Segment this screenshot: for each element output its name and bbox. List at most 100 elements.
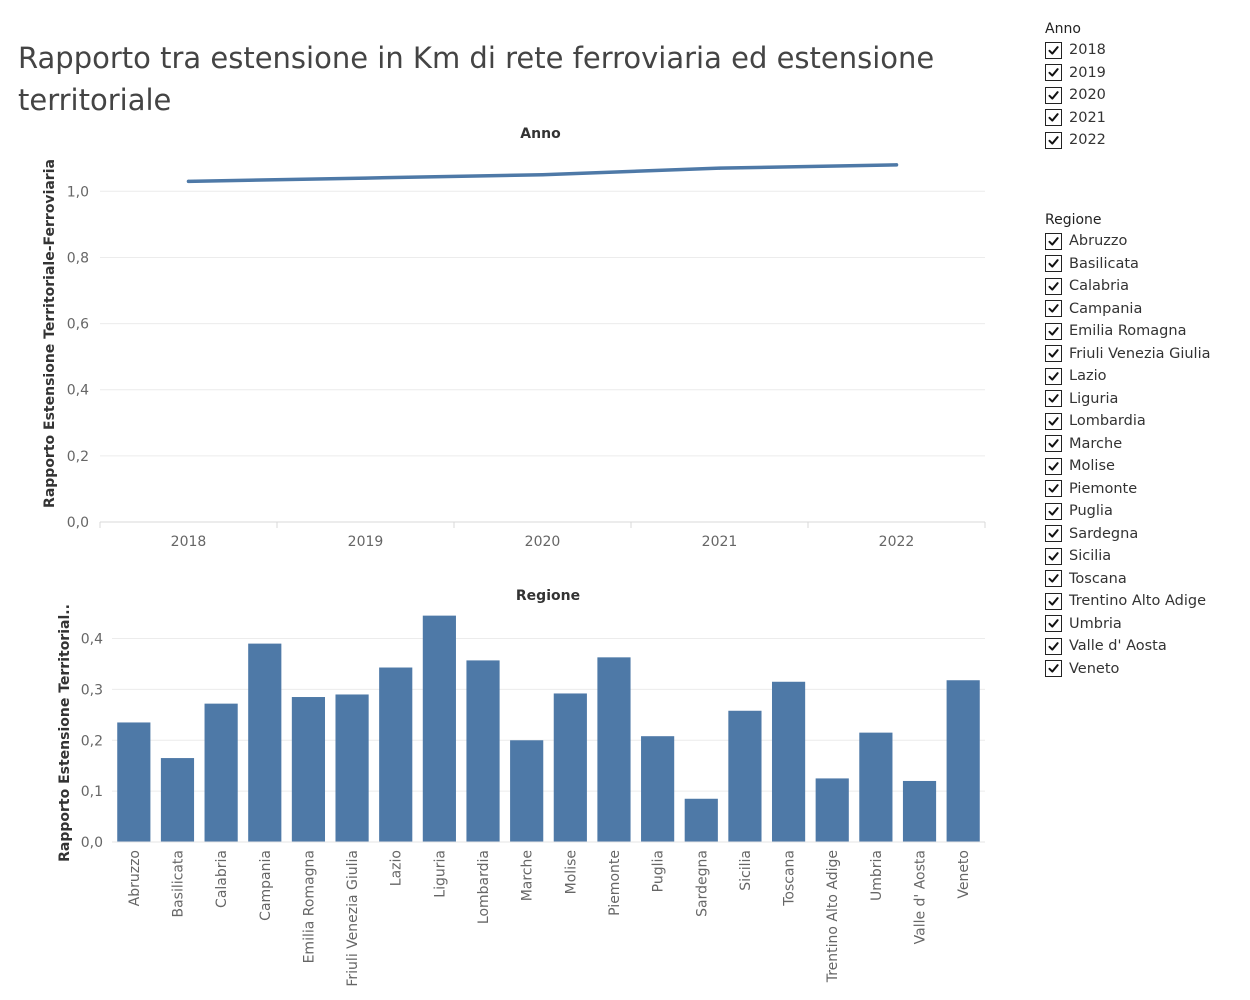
checkbox[interactable]: [1045, 615, 1062, 633]
x-tick-label: Trentino Alto Adige: [825, 850, 841, 983]
bar: [466, 660, 500, 842]
checkbox[interactable]: [1045, 86, 1062, 104]
checkbox[interactable]: [1045, 390, 1062, 408]
regione-option[interactable]: Molise: [1045, 455, 1211, 478]
checkmark-icon: [1048, 529, 1059, 538]
line-point: [540, 173, 545, 177]
x-tick-label: Friuli Venezia Giulia: [345, 850, 361, 987]
x-tick-label: Valle d' Aosta: [913, 850, 929, 944]
checkbox[interactable]: [1045, 547, 1062, 565]
regione-option-label: Valle d' Aosta: [1069, 638, 1167, 655]
checkbox[interactable]: [1045, 480, 1062, 498]
checkmark-icon: [1048, 596, 1059, 606]
regione-option[interactable]: Valle d' Aosta: [1045, 635, 1211, 658]
regione-option[interactable]: Lazio: [1045, 365, 1211, 388]
regione-option-label: Veneto: [1069, 660, 1120, 677]
x-tick-label: Lazio: [389, 850, 405, 886]
regione-option-label: Trentino Alto Adige: [1069, 593, 1206, 610]
regione-option[interactable]: Campania: [1045, 298, 1211, 321]
filter-regione-list: Abruzzo Basilicata Calabria Campania Emilia …: [1045, 230, 1211, 680]
x-tick-label: Puglia: [651, 850, 667, 892]
bar: [160, 758, 195, 842]
line-point: [363, 176, 368, 180]
dashboard-title: Rapporto tra estensione in Km di rete fe…: [18, 41, 935, 118]
y-tick-label: 0,2: [67, 449, 89, 465]
regione-option[interactable]: Sardegna: [1045, 523, 1211, 546]
checkmark-icon: [1048, 68, 1059, 77]
checkbox[interactable]: [1045, 131, 1062, 149]
regione-option[interactable]: Piemonte: [1045, 478, 1211, 501]
bar: [335, 694, 369, 842]
anno-option[interactable]: 2021: [1045, 107, 1106, 130]
bar: [641, 736, 675, 842]
y-tick-label: 0,0: [67, 515, 89, 531]
anno-option[interactable]: 2018: [1045, 39, 1106, 62]
checkbox[interactable]: [1045, 660, 1062, 678]
anno-option[interactable]: 2022: [1045, 129, 1106, 152]
checkbox[interactable]: [1045, 637, 1062, 655]
regione-option[interactable]: Calabria: [1045, 275, 1211, 298]
checkmark-icon: [1048, 619, 1059, 628]
regione-option[interactable]: Basilicata: [1045, 253, 1211, 276]
bar: [510, 740, 544, 842]
checkmark-icon: [1048, 439, 1059, 448]
checkbox[interactable]: [1045, 255, 1062, 273]
checkbox[interactable]: [1045, 232, 1062, 250]
bar: [859, 732, 893, 842]
checkbox[interactable]: [1045, 41, 1062, 59]
checkbox[interactable]: [1045, 277, 1062, 295]
x-tick-label: Calabria: [214, 850, 230, 908]
checkbox[interactable]: [1045, 345, 1062, 363]
checkbox[interactable]: [1045, 435, 1062, 453]
bar: [291, 697, 326, 842]
filter-anno-list: 2018 2019 2020 2021 2022: [1045, 39, 1106, 152]
checkmark-icon: [1048, 236, 1059, 246]
regione-option-label: Umbria: [1069, 615, 1122, 632]
anno-option-label: 2021: [1069, 109, 1106, 126]
regione-option[interactable]: Emilia Romagna: [1045, 320, 1211, 343]
x-tick-label: 2021: [702, 534, 738, 550]
checkbox[interactable]: [1045, 300, 1062, 318]
bar: [422, 615, 456, 842]
x-tick-label: Lombardia: [476, 850, 492, 924]
regione-option[interactable]: Puglia: [1045, 500, 1211, 523]
checkbox[interactable]: [1045, 367, 1062, 385]
regione-option[interactable]: Liguria: [1045, 388, 1211, 411]
regione-option[interactable]: Lombardia: [1045, 410, 1211, 433]
regione-option-label: Campania: [1069, 300, 1143, 317]
regione-option-label: Emilia Romagna: [1069, 323, 1187, 340]
anno-option[interactable]: 2020: [1045, 84, 1106, 107]
y-tick-label: 0,2: [81, 733, 103, 749]
y-tick-label: 0,6: [67, 317, 89, 333]
checkmark-icon: [1048, 349, 1059, 358]
checkbox[interactable]: [1045, 412, 1062, 430]
regione-option[interactable]: Abruzzo: [1045, 230, 1211, 253]
regione-option[interactable]: Umbria: [1045, 613, 1211, 636]
y-tick-label: 0,4: [67, 383, 89, 399]
checkbox[interactable]: [1045, 525, 1062, 543]
anno-option-label: 2020: [1069, 87, 1106, 104]
regione-option[interactable]: Sicilia: [1045, 545, 1211, 568]
checkmark-icon: [1048, 90, 1059, 100]
regione-option-label: Lazio: [1069, 368, 1107, 385]
x-tick-label: Piemonte: [607, 850, 623, 916]
regione-option[interactable]: Veneto: [1045, 658, 1211, 681]
regione-option[interactable]: Toscana: [1045, 568, 1211, 591]
checkbox[interactable]: [1045, 64, 1062, 82]
bar: [379, 667, 413, 842]
y-axis-label: Rapporto Estensione Territoriale-Ferrovi…: [42, 159, 58, 508]
regione-option[interactable]: Friuli Venezia Giulia: [1045, 343, 1211, 366]
bar: [248, 643, 282, 842]
regione-option[interactable]: Trentino Alto Adige: [1045, 590, 1211, 613]
checkbox[interactable]: [1045, 322, 1062, 340]
filter-regione: Regione Abruzzo Basilicata Calabria Campani…: [1045, 210, 1211, 680]
checkbox[interactable]: [1045, 570, 1062, 588]
checkbox[interactable]: [1045, 109, 1062, 127]
line-series: [186, 163, 899, 184]
x-tick-label: Veneto: [956, 850, 972, 899]
checkbox[interactable]: [1045, 457, 1062, 475]
regione-option[interactable]: Marche: [1045, 433, 1211, 456]
checkbox[interactable]: [1045, 502, 1062, 520]
anno-option[interactable]: 2019: [1045, 62, 1106, 85]
checkbox[interactable]: [1045, 592, 1062, 610]
